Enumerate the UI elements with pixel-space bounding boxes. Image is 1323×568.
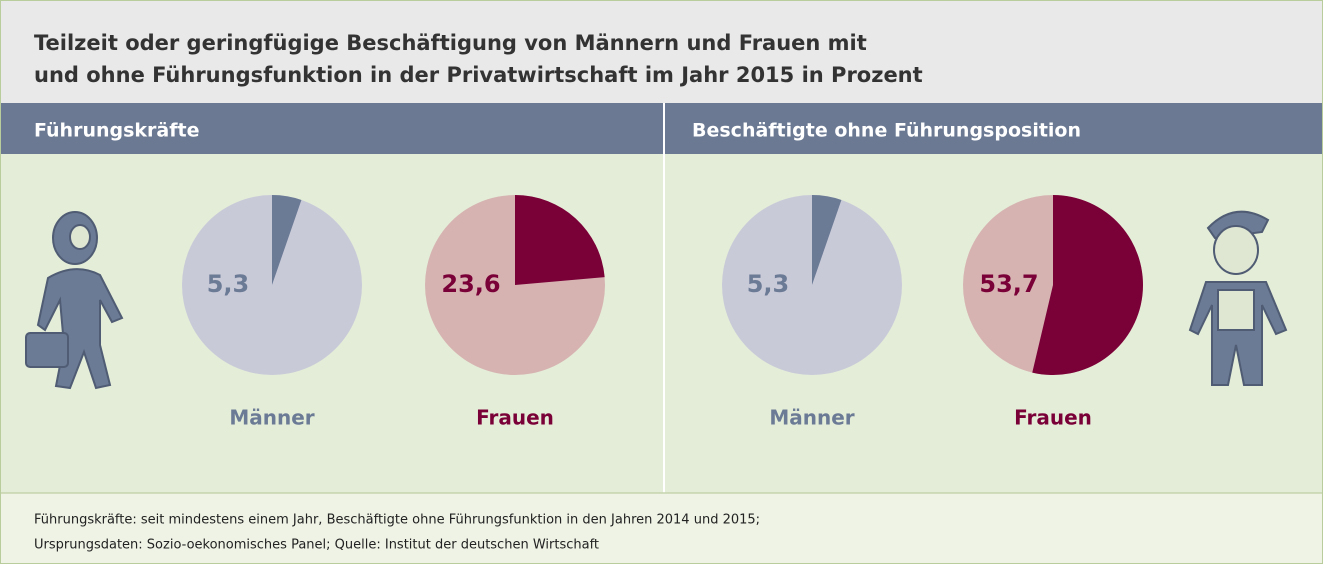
category-label: Frauen: [476, 406, 554, 430]
category-label: Männer: [769, 406, 854, 430]
title-line: Teilzeit oder geringfügige Beschäftigung…: [34, 31, 867, 55]
footnote-band: [0, 493, 1323, 564]
value-label: 5,3: [747, 270, 790, 298]
infographic: Teilzeit oder geringfügige Beschäftigung…: [0, 0, 1323, 564]
value-label: 5,3: [207, 270, 250, 298]
title-line: und ohne Führungsfunktion in der Privatw…: [34, 63, 923, 87]
panel-heading: Führungskräfte: [34, 120, 199, 142]
category-label: Männer: [229, 406, 314, 430]
category-label: Frauen: [1014, 406, 1092, 430]
value-label: 53,7: [979, 270, 1038, 298]
value-label: 23,6: [441, 270, 500, 298]
panel-heading: Beschäftigte ohne Führungsposition: [692, 120, 1081, 142]
footnote: Führungskräfte: seit mindestens einem Ja…: [34, 513, 760, 528]
footnote: Ursprungsdaten: Sozio-oekonomisches Pane…: [34, 538, 599, 553]
